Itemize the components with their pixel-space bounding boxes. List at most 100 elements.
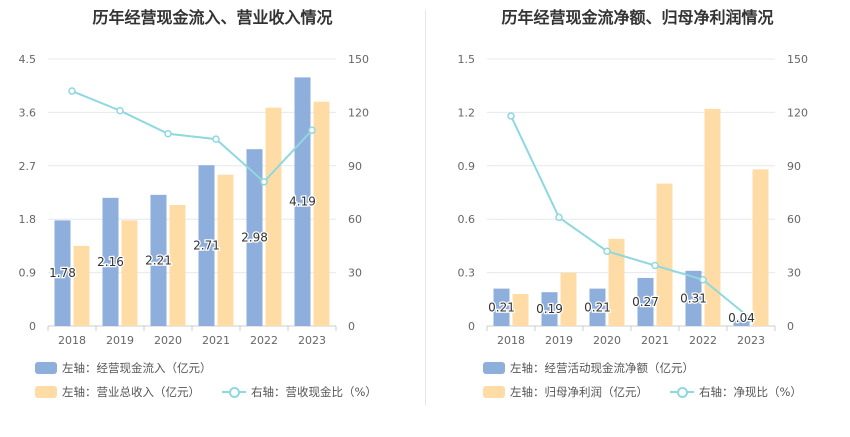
legend-line-icon xyxy=(670,386,694,398)
bar-secondary xyxy=(73,245,90,326)
y-tick-label-right: 150 xyxy=(787,53,808,66)
ratio-line-point xyxy=(212,135,220,143)
bar-data-label: 0.31 xyxy=(680,291,707,305)
ratio-line-point xyxy=(603,247,611,255)
bar-secondary xyxy=(265,107,282,326)
bar-primary xyxy=(150,194,167,326)
y-tick-label-right: 30 xyxy=(348,267,362,280)
y-tick-label-right: 90 xyxy=(348,160,362,173)
y-tick-label-left: 0.3 xyxy=(458,267,476,280)
ratio-line-point xyxy=(651,261,659,270)
bar-secondary xyxy=(608,238,625,326)
legend-swatch xyxy=(483,362,505,374)
y-tick-label-right: 150 xyxy=(348,53,369,66)
bar-secondary xyxy=(313,101,330,326)
bar-primary xyxy=(733,318,750,326)
bar-primary xyxy=(541,292,558,326)
bar-data-label: 2.16 xyxy=(97,255,124,269)
bar-primary xyxy=(54,220,71,326)
y-tick-label-right: 120 xyxy=(348,106,369,119)
bar-data-label: 0.21 xyxy=(488,300,515,314)
bar-secondary xyxy=(512,293,529,326)
bar-primary xyxy=(589,288,606,326)
bar-secondary xyxy=(656,183,673,326)
x-tick-label: 2022 xyxy=(689,334,717,347)
y-tick-label-left: 3.6 xyxy=(19,106,37,119)
legend-item-cash-inflow[interactable]: 左轴：经营现金流入（亿元） xyxy=(35,360,212,376)
y-tick-label-left: 0 xyxy=(29,320,36,333)
legend-item-net-profit[interactable]: 左轴：归母净利润（亿元） xyxy=(483,384,648,400)
bar-primary xyxy=(637,277,654,326)
ratio-line-point xyxy=(68,87,76,95)
legend-item-revenue[interactable]: 左轴：营业总收入（亿元） xyxy=(35,384,200,400)
bar-secondary xyxy=(560,272,577,326)
bar-data-label: 2.21 xyxy=(145,253,172,267)
y-tick-label-left: 0 xyxy=(468,320,475,333)
bar-secondary xyxy=(752,169,769,326)
chart-plot-left: 0 0.9 1.8 2.7 3.6 4.5 0 30 60 90 120 150 2018 2019 202… xyxy=(19,53,370,347)
y-tick-label-right: 30 xyxy=(787,267,801,280)
y-tick-label-right: 0 xyxy=(787,320,794,333)
bar-data-label: 0.21 xyxy=(584,300,611,314)
bar-data-label: 2.71 xyxy=(193,239,220,253)
chart-panel-left: 历年经营现金流入、营业收入情况 0 0.9 1.8 2.7 3.6 4.5 0 30 60 90 1… xyxy=(19,8,377,400)
bar-data-label: 0.27 xyxy=(632,295,659,309)
ratio-line-point xyxy=(747,315,755,323)
legend-swatch xyxy=(483,386,505,398)
legend-item-net-cash-flow[interactable]: 左轴：经营活动现金流净额（亿元） xyxy=(483,360,694,376)
x-tick-label: 2018 xyxy=(497,334,525,347)
y-tick-label-right: 0 xyxy=(348,320,355,333)
x-tick-label: 2021 xyxy=(641,334,669,347)
y-tick-label-left: 0.9 xyxy=(19,267,37,280)
bar-secondary xyxy=(169,204,186,326)
legend-swatch xyxy=(35,386,57,398)
x-tick-label: 2018 xyxy=(58,334,86,347)
chart-panel-right: 历年经营现金流净额、归母净利润情况 0 0.3 0.6 0.9 1.2 1.5 0 30 60 9… xyxy=(425,0,850,437)
y-tick-label-left: 1.2 xyxy=(458,106,476,119)
legend-label: 右轴：营收现金比（%） xyxy=(251,385,377,399)
bar-primary xyxy=(198,165,215,326)
chart-plot-right: 0 0.3 0.6 0.9 1.2 1.5 0 30 60 90 120 150 2018 2019 202… xyxy=(458,53,809,347)
x-tick-label: 2023 xyxy=(298,334,326,347)
chart-title: 历年经营现金流入、营业收入情况 xyxy=(92,8,333,27)
legend-line-icon xyxy=(222,386,246,398)
bar-secondary xyxy=(704,108,721,326)
bar-secondary xyxy=(121,220,138,326)
bar-data-label: 0.19 xyxy=(536,302,563,316)
x-tick-label: 2023 xyxy=(737,334,765,347)
bar-primary xyxy=(294,77,311,326)
bar-primary xyxy=(685,270,702,326)
ratio-line-point xyxy=(164,130,172,138)
y-tick-label-right: 60 xyxy=(348,213,362,226)
ratio-line-point xyxy=(116,106,124,115)
ratio-line xyxy=(510,115,752,320)
bar-data-label: 2.98 xyxy=(241,231,268,245)
x-tick-label: 2020 xyxy=(593,334,621,347)
legend-label: 左轴：经营现金流入（亿元） xyxy=(62,361,212,375)
panel-divider xyxy=(425,10,426,405)
y-tick-label-right: 90 xyxy=(787,160,801,173)
legend-label: 右轴：净现比（%） xyxy=(699,385,802,399)
x-tick-label: 2022 xyxy=(250,334,278,347)
ratio-line-point xyxy=(555,213,563,222)
legend-label: 左轴：经营活动现金流净额（亿元） xyxy=(510,361,694,375)
bar-primary xyxy=(102,197,119,326)
legend-item-net-cash-ratio[interactable]: 右轴：净现比（%） xyxy=(670,384,802,400)
y-tick-label-left: 0.6 xyxy=(458,213,476,226)
y-tick-label-left: 0.9 xyxy=(458,160,476,173)
y-tick-label-left: 2.7 xyxy=(19,160,37,173)
x-tick-label: 2019 xyxy=(106,334,134,347)
y-tick-label-left: 1.8 xyxy=(19,213,37,226)
x-tick-label: 2019 xyxy=(545,334,573,347)
y-tick-label-right: 60 xyxy=(787,213,801,226)
ratio-line-point xyxy=(699,275,707,284)
legend-item-revenue-cash-ratio[interactable]: 右轴：营收现金比（%） xyxy=(222,384,377,400)
ratio-line-point xyxy=(507,112,515,120)
ratio-line-point xyxy=(308,126,316,134)
y-tick-label-left: 1.5 xyxy=(458,53,476,66)
y-tick-label-right: 120 xyxy=(787,106,808,119)
legend-label: 左轴：营业总收入（亿元） xyxy=(62,385,200,399)
bar-secondary xyxy=(217,174,234,326)
bar-data-label: 0.04 xyxy=(728,311,755,325)
bar-data-label: 1.78 xyxy=(49,266,76,280)
